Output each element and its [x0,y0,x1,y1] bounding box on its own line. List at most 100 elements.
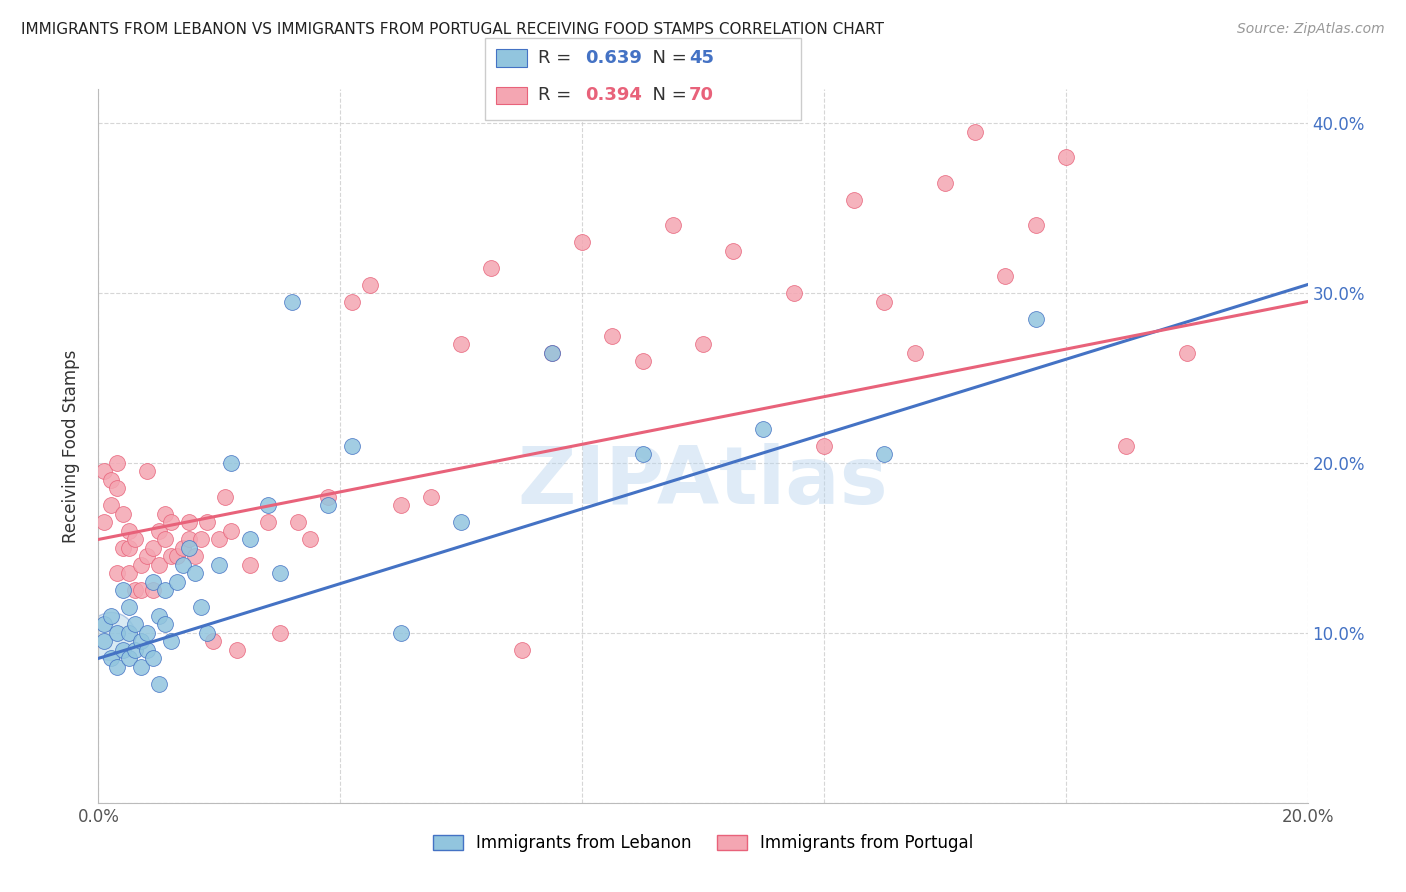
Point [118,524,141,538]
Point [389,626,412,640]
Point [148,524,170,538]
Point [269,566,291,581]
Point [631,448,654,462]
Point [179,541,201,555]
Point [105,660,128,674]
Point [813,439,835,453]
Point [166,549,188,564]
Point [129,558,152,572]
Point [124,617,146,632]
Point [904,345,927,359]
Point [214,490,236,504]
Point [190,600,212,615]
Point [221,456,243,470]
Point [316,490,339,504]
Point [692,337,714,351]
Point [160,516,183,530]
Point [256,499,278,513]
Point [195,516,218,530]
Text: IMMIGRANTS FROM LEBANON VS IMMIGRANTS FROM PORTUGAL RECEIVING FOOD STAMPS CORREL: IMMIGRANTS FROM LEBANON VS IMMIGRANTS FR… [21,22,884,37]
Point [602,328,624,343]
Point [342,294,364,309]
Point [190,533,212,547]
Point [105,482,128,496]
Point [124,643,146,657]
Text: R =: R = [538,87,578,104]
Point [118,566,141,581]
Point [153,583,176,598]
Point [195,626,218,640]
Point [111,583,134,598]
Legend: Immigrants from Lebanon, Immigrants from Portugal: Immigrants from Lebanon, Immigrants from… [426,828,980,859]
Text: 70: 70 [689,87,714,104]
Point [179,516,201,530]
Point [481,260,503,275]
Point [135,549,157,564]
Text: 45: 45 [689,49,714,67]
Point [269,626,291,640]
Point [124,533,146,547]
Point [148,677,170,691]
Point [783,286,806,301]
Point [631,354,654,368]
Point [160,634,183,648]
Point [148,608,170,623]
Point [299,533,322,547]
Point [100,651,122,665]
Point [281,294,304,309]
Y-axis label: Receiving Food Stamps: Receiving Food Stamps [62,350,80,542]
Point [105,566,128,581]
Point [142,541,165,555]
Point [142,651,165,665]
Point [172,541,194,555]
Point [540,345,562,359]
Point [723,244,745,258]
Point [135,643,157,657]
Point [256,516,278,530]
Point [179,533,201,547]
Point [420,490,443,504]
Point [360,277,382,292]
Point [389,499,412,513]
Point [105,456,128,470]
Point [342,439,364,453]
Point [153,533,176,547]
Point [118,651,141,665]
Point [844,193,866,207]
Point [1054,150,1077,164]
Point [124,583,146,598]
Point [111,643,134,657]
Point [93,465,115,479]
Point [450,516,472,530]
Text: N =: N = [641,49,693,67]
Point [135,626,157,640]
Point [172,558,194,572]
Point [142,574,165,589]
Point [111,541,134,555]
Point [239,558,262,572]
Text: R =: R = [538,49,578,67]
Point [450,337,472,351]
Point [142,583,165,598]
Point [239,533,262,547]
Point [105,626,128,640]
Point [148,558,170,572]
Point [1115,439,1137,453]
Point [571,235,593,249]
Point [287,516,309,530]
Point [1024,311,1046,326]
Point [226,643,249,657]
Point [965,125,987,139]
Point [135,465,157,479]
Point [221,524,243,538]
Point [100,608,122,623]
Point [93,617,115,632]
Point [93,516,115,530]
Point [118,600,141,615]
Point [316,499,339,513]
Point [1024,218,1046,232]
Text: 0.639: 0.639 [585,49,641,67]
Point [93,634,115,648]
Point [873,448,896,462]
Point [118,541,141,555]
